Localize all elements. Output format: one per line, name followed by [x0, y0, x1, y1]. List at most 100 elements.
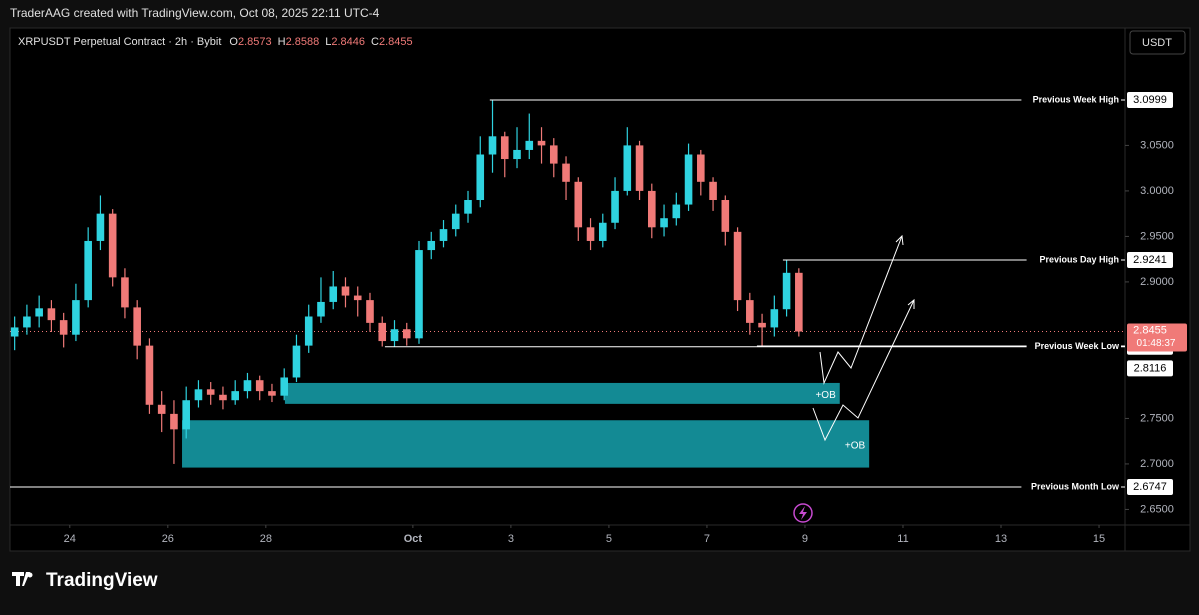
candle-body — [133, 307, 141, 346]
candle-body — [660, 218, 668, 228]
alert-bolt[interactable] — [799, 506, 807, 520]
candle-body — [464, 200, 472, 214]
candle-body — [84, 240, 92, 301]
order-block-label: +OB — [815, 390, 836, 401]
plot: 2.6500 2.7000 2.7500 2.9000 2.9500 3.0000 3.05… — [10, 36, 1187, 545]
candle-body — [121, 277, 129, 308]
level-price: 2.9241 — [1133, 254, 1167, 266]
y-tick-label: 2.7000 — [1140, 458, 1174, 470]
level-label-bg — [1026, 340, 1121, 353]
price-tag: 2.8116 — [1134, 362, 1167, 374]
currency-label[interactable]: USDT — [1142, 37, 1172, 49]
candle-body — [697, 154, 705, 182]
currency-button[interactable] — [1129, 30, 1186, 55]
logo-dot — [27, 572, 33, 578]
candle-body — [255, 380, 264, 392]
candle-body — [427, 240, 436, 251]
candle-body — [170, 413, 178, 430]
candle-body — [611, 190, 619, 223]
countdown: 01:48:37 — [1137, 338, 1176, 349]
level-price-box — [1127, 478, 1173, 495]
candle-body — [635, 145, 644, 191]
candle-body — [758, 322, 766, 328]
candle-body — [648, 190, 656, 228]
x-tick-label: 26 — [162, 533, 174, 545]
alert-ring[interactable] — [793, 503, 813, 523]
candle-body — [353, 295, 362, 301]
candle-body — [317, 301, 325, 317]
candle-body — [746, 300, 754, 323]
candle-body — [108, 213, 117, 278]
candle-body — [329, 286, 338, 302]
last-price: 2.8455 — [1133, 324, 1167, 336]
x-tick-label: 24 — [64, 533, 76, 545]
candle-body — [35, 308, 43, 317]
candle-body — [439, 229, 448, 241]
projection-arrows — [812, 234, 915, 442]
level-price-box — [1127, 91, 1173, 108]
candle-body — [23, 316, 31, 328]
candle-body — [451, 213, 460, 230]
x-tick-label: 15 — [1093, 533, 1105, 545]
x-tick-label: 13 — [995, 533, 1007, 545]
price-tag-box — [1127, 360, 1173, 377]
candle-body — [488, 136, 497, 155]
level-price-box — [1127, 251, 1173, 268]
candle-body — [586, 227, 595, 241]
x-tick-label: 9 — [802, 533, 808, 545]
candle-body — [500, 136, 509, 160]
level-label-bg — [1026, 253, 1121, 266]
ohlc-label: L — [325, 36, 331, 48]
candle-body — [292, 345, 301, 378]
x-tick-label: 5 — [606, 533, 612, 545]
ohlc-value: 2.8446 — [331, 36, 365, 48]
candle-body — [721, 200, 730, 232]
arrow-head — [895, 234, 904, 246]
candle-body — [243, 380, 252, 392]
arrow-path — [819, 235, 903, 385]
candle-body — [219, 394, 227, 401]
candle-body — [366, 300, 374, 323]
chart-panel — [9, 27, 1191, 552]
candle-body — [476, 154, 485, 201]
ohlc-value: 2.8573 — [238, 36, 272, 48]
candle-body — [795, 272, 803, 332]
brand-name: TradingView — [46, 570, 158, 591]
candle-body — [549, 145, 558, 164]
candle-body — [280, 377, 289, 396]
ohlc-label: H — [278, 36, 286, 48]
candle-body — [47, 308, 56, 321]
y-tick-label: 3.0500 — [1140, 139, 1174, 151]
alert-icon[interactable] — [793, 503, 813, 523]
candle-body — [72, 300, 80, 335]
level-label-bg — [1021, 480, 1121, 493]
candle-body — [206, 389, 215, 395]
candle-body — [574, 181, 583, 228]
candle-body — [782, 272, 791, 310]
brand-logo: TradingView — [12, 570, 158, 591]
level-label: Previous Day High — [1039, 254, 1119, 264]
candle-body — [231, 391, 240, 401]
candle-body — [304, 316, 313, 346]
x-tick-label: Oct — [404, 533, 423, 545]
ohlc-label: O — [229, 36, 238, 48]
level-label: Previous Week Low — [1035, 341, 1120, 351]
candle-body — [194, 389, 203, 401]
level-label: Previous Month Low — [1031, 481, 1120, 491]
order-block — [284, 382, 840, 404]
x-tick-label: 3 — [508, 533, 514, 545]
candle-body — [623, 145, 632, 191]
x-tick-label: 11 — [897, 533, 908, 545]
candle-body — [59, 320, 68, 335]
candle-body — [537, 140, 546, 146]
ohlc-value: 2.8588 — [286, 36, 320, 48]
candle-body — [268, 391, 276, 396]
symbol: XRPUSDT Perpetual Contract · 2h · Bybit — [18, 36, 221, 48]
candle-body — [378, 322, 387, 342]
candle-body — [402, 329, 411, 339]
y-tick-label: 2.7500 — [1140, 412, 1174, 424]
y-tick-label: 3.0000 — [1140, 185, 1174, 197]
candle-body — [96, 213, 105, 241]
